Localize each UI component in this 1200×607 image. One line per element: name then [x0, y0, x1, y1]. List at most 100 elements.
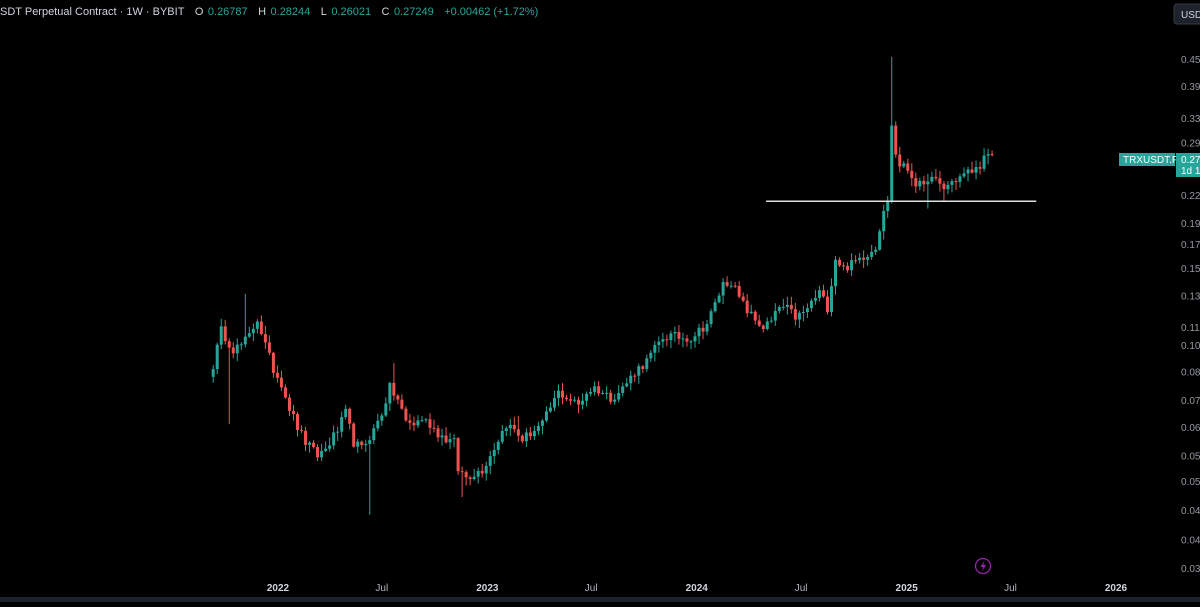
- candle: [990, 150, 994, 157]
- candle: [364, 439, 368, 452]
- candle-body: [520, 435, 524, 442]
- candle-body: [685, 338, 689, 342]
- candle-body: [793, 309, 797, 320]
- candle: [436, 425, 440, 442]
- candle: [693, 331, 697, 348]
- candle-body: [251, 328, 255, 334]
- candle: [978, 161, 982, 175]
- candle: [749, 304, 753, 315]
- candle-body: [577, 399, 581, 405]
- candle: [757, 314, 761, 328]
- candle-body: [524, 432, 528, 442]
- candle-body: [898, 154, 902, 167]
- candle: [287, 393, 291, 416]
- candle-body: [741, 296, 745, 301]
- candle: [247, 326, 251, 339]
- candle-body: [548, 407, 552, 412]
- candle-body: [753, 311, 757, 321]
- candle-body: [227, 341, 231, 348]
- candle-body: [870, 251, 874, 257]
- legend-low-label: L: [321, 6, 327, 18]
- candle-body: [348, 408, 352, 424]
- candle: [593, 381, 597, 396]
- candle: [219, 318, 223, 350]
- candle: [898, 146, 902, 173]
- candle-body: [356, 441, 360, 447]
- candle: [456, 436, 460, 475]
- candle: [821, 284, 825, 298]
- candle-body: [436, 428, 440, 438]
- candle-body: [219, 326, 223, 345]
- candle-body: [894, 125, 898, 155]
- candle-body: [629, 375, 633, 384]
- candle-body: [906, 163, 910, 171]
- candle-body: [484, 465, 488, 474]
- candle-body: [641, 366, 645, 369]
- y-tick-label: 0.45: [1181, 55, 1200, 66]
- candle-body: [890, 125, 894, 202]
- candle-body: [785, 304, 789, 307]
- candle: [468, 475, 472, 486]
- legend-symbol: SDT Perpetual Contract · 1W · BYBIT: [0, 6, 185, 18]
- candle-body: [617, 393, 621, 400]
- candle: [906, 158, 910, 174]
- candle: [950, 178, 954, 193]
- candle: [544, 406, 548, 423]
- candle-body: [657, 341, 661, 345]
- candle: [332, 425, 336, 450]
- y-tick-label: 0.06: [1181, 423, 1200, 434]
- candle: [496, 439, 500, 455]
- candle: [508, 419, 512, 437]
- lightning-icon[interactable]: [974, 557, 992, 575]
- candle: [556, 384, 560, 407]
- legend: SDT Perpetual Contract · 1W · BYBIT O 0.…: [0, 2, 538, 19]
- y-tick-label: 0.03: [1181, 564, 1200, 575]
- candle: [340, 411, 344, 438]
- candle: [565, 394, 569, 402]
- y-tick-label: 0.05: [1181, 451, 1200, 462]
- candle-body: [805, 308, 809, 313]
- candle-body: [801, 312, 805, 314]
- candle-body: [733, 285, 737, 287]
- candle-body: [404, 408, 408, 421]
- y-tick-label: 0.33: [1181, 114, 1200, 125]
- candle-body: [460, 471, 464, 473]
- candle-body: [504, 428, 508, 432]
- time-axis[interactable]: 2022 Jul 2023 Jul 2024 Jul 2025 Jul 2026: [267, 583, 1128, 594]
- candle: [520, 434, 524, 444]
- x-tick-label: Jul: [375, 583, 388, 594]
- candle-body: [970, 169, 974, 173]
- candle: [633, 373, 637, 382]
- candle-body: [677, 331, 681, 339]
- candle: [733, 282, 737, 288]
- candle-body: [697, 327, 701, 337]
- candle: [649, 350, 653, 363]
- candle: [942, 180, 946, 202]
- candle-body: [320, 450, 324, 458]
- candle: [404, 406, 408, 422]
- candle: [300, 425, 304, 434]
- candle-body: [344, 408, 348, 418]
- currency-button[interactable]: USD: [1173, 3, 1200, 25]
- candle: [721, 278, 725, 305]
- candle-body: [681, 338, 685, 340]
- y-tick-label: 0.11: [1181, 323, 1200, 334]
- candle-body: [581, 400, 585, 405]
- candle-body: [918, 180, 922, 187]
- candle-body: [536, 425, 540, 432]
- candle-body: [552, 398, 556, 408]
- candle: [605, 386, 609, 400]
- candle: [842, 262, 846, 271]
- candle: [504, 426, 508, 437]
- candle-body: [316, 447, 320, 458]
- candle: [958, 173, 962, 188]
- candle-body: [372, 428, 376, 441]
- price-tag-price: 0.27: [1181, 155, 1200, 166]
- candle: [922, 175, 926, 192]
- candle-body: [593, 386, 597, 392]
- y-tick-label: 0.05: [1181, 477, 1200, 488]
- candle: [974, 160, 978, 180]
- candle: [617, 384, 621, 403]
